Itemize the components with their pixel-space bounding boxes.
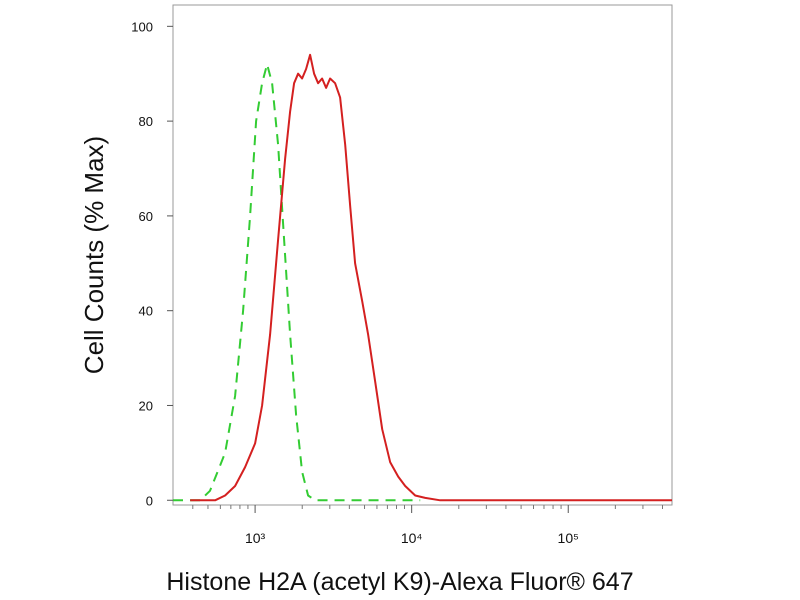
y-tick-label: 20: [139, 398, 153, 413]
y-tick-label: 60: [139, 209, 153, 224]
x-tick-label: 10³: [245, 530, 266, 546]
y-tick-label: 100: [131, 19, 153, 34]
x-tick-label: 10⁵: [558, 530, 579, 546]
x-axis-label: Histone H2A (acetyl K9)-Alexa Fluor® 647: [166, 568, 633, 596]
y-axis-label: Cell Counts (% Max): [79, 136, 109, 374]
plot-frame: [172, 4, 673, 506]
series-line: [190, 53, 672, 502]
x-tick-label: 10⁴: [401, 530, 423, 546]
y-tick-label: 0: [146, 493, 153, 508]
y-tick-label: 80: [139, 114, 153, 129]
y-tick-label: 40: [139, 304, 153, 319]
